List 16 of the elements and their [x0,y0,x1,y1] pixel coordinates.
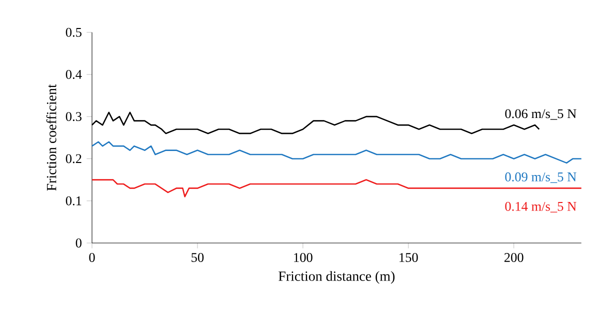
y-tick-label: 0.4 [66,70,82,79]
x-tick-label: 100 [294,253,312,262]
x-tick-label: 50 [192,253,204,262]
x-tick-label: 150 [400,253,418,262]
y-tick-label: 0 [76,238,82,248]
y-tick-label: 0.1 [66,196,82,206]
x-tick-label: 0 [89,253,95,262]
x-axis-title: Friction distance (m) [278,271,395,284]
y-tick-label: 0.5 [66,28,82,37]
y-axis-title: Friction coefficient [46,84,56,191]
x-tick-label: 200 [504,253,524,262]
series-label: 0.14 m/s_5 N [505,202,576,212]
y-tick-label: 0.2 [66,154,82,164]
y-tick-label: 0.3 [66,112,82,122]
series-label: 0.06 m/s_5 N [505,109,576,120]
series-label: 0.09 m/s_5 N [505,172,576,183]
